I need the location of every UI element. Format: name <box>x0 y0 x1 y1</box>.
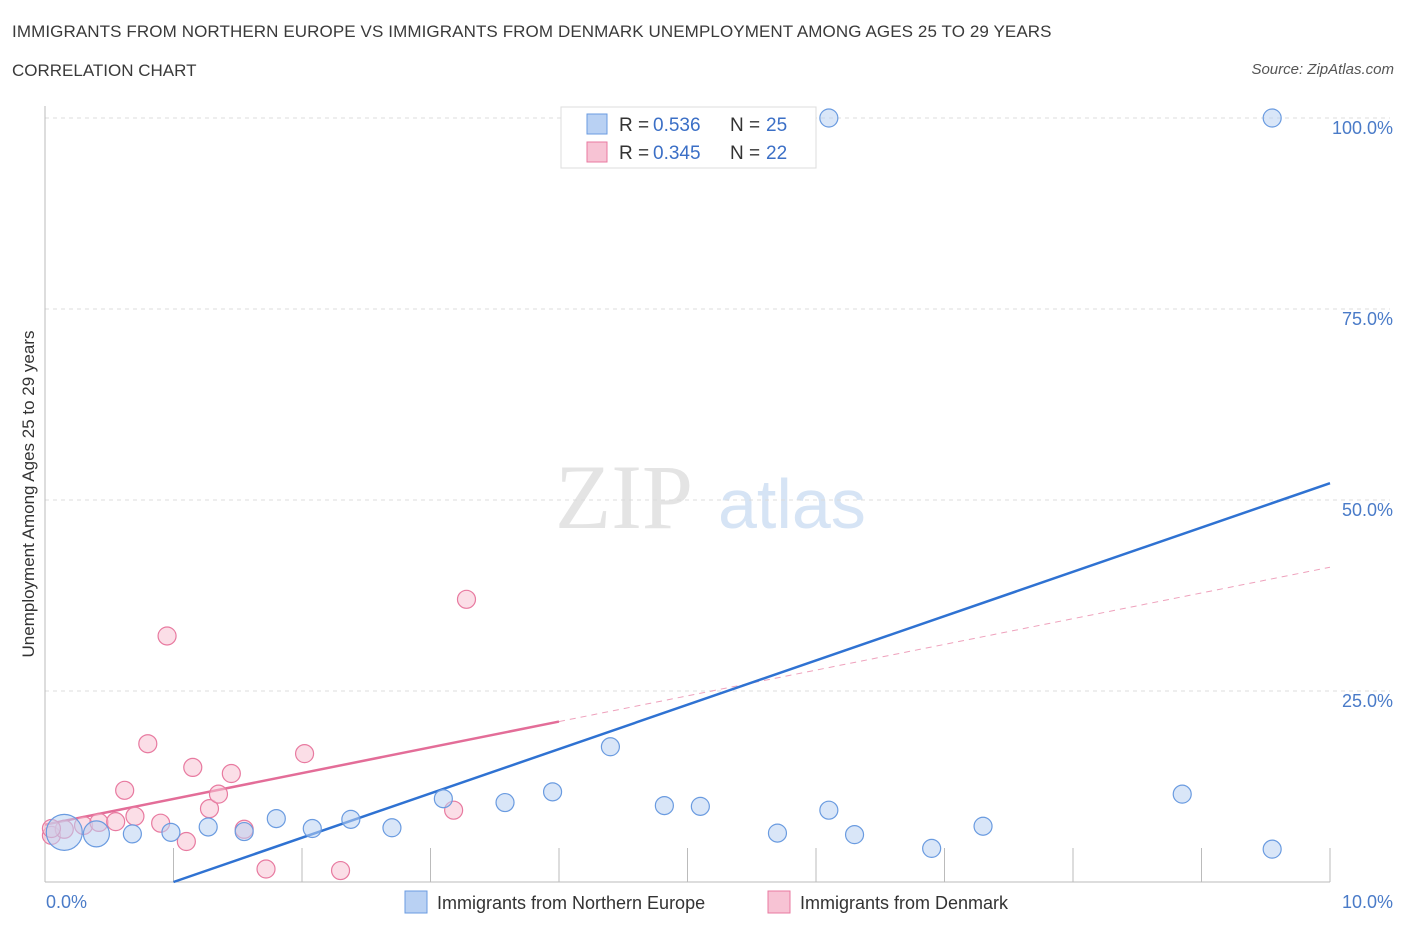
denmark-point <box>106 812 126 832</box>
trendlines <box>44 482 1331 884</box>
y-tick-label: 100.0% <box>1332 118 1393 138</box>
y-tick-label: 25.0% <box>1342 691 1393 711</box>
watermark-atlas: atlas <box>718 465 866 543</box>
bottom-legend-swatch-denmark <box>767 890 791 914</box>
northern-europe-point <box>495 792 515 813</box>
northern-europe-point <box>654 795 674 816</box>
source-credit: Source: ZipAtlas.com <box>1251 61 1394 78</box>
chart-title: IMMIGRANTS FROM NORTHERN EUROPE VS IMMIG… <box>12 22 1052 41</box>
northern-europe-point <box>1172 784 1192 804</box>
northern-europe-point <box>973 816 993 836</box>
northern-europe-point <box>600 737 621 757</box>
legend-n-value-1: 25 <box>766 115 787 136</box>
y-axis-label: Unemployment Among Ages 25 to 29 years <box>19 331 38 658</box>
data-points <box>41 108 1282 881</box>
watermark-zip: ZIP <box>555 446 693 548</box>
grid-lines <box>45 117 1390 692</box>
denmark-trendline-extension <box>558 566 1331 723</box>
northern-europe-point <box>819 800 839 820</box>
legend-r-label-1: R = <box>619 115 649 136</box>
denmark-point <box>176 831 196 852</box>
denmark-point <box>256 859 276 879</box>
denmark-point <box>208 784 229 804</box>
northern-europe-point <box>844 825 865 845</box>
denmark-point <box>221 763 241 784</box>
bottom-legend-label-denmark: Immigrants from Denmark <box>800 893 1009 913</box>
northern-europe-point <box>302 818 322 839</box>
legend-n-label-2: N = <box>730 143 760 164</box>
series-legend: Immigrants from Northern Europe Immigran… <box>404 890 1009 914</box>
legend-n-label-1: N = <box>730 115 760 136</box>
legend-swatch-northern-europe <box>586 113 608 135</box>
tick-labels: 25.0% 50.0% 75.0% 100.0% 0.0% 10.0% <box>46 118 1393 912</box>
northern-europe-point <box>382 818 402 838</box>
x-tick-label-min: 0.0% <box>46 892 87 912</box>
denmark-point <box>330 860 351 881</box>
denmark-point <box>125 806 145 826</box>
bottom-legend-label-northern-europe: Immigrants from Northern Europe <box>437 893 705 913</box>
northern-europe-point <box>690 796 710 816</box>
northern-europe-point <box>1262 839 1282 859</box>
denmark-point <box>115 780 135 800</box>
northern-europe-point <box>198 817 218 837</box>
northern-europe-point <box>433 789 453 809</box>
chart-subtitle: CORRELATION CHART <box>12 61 197 80</box>
denmark-point <box>183 757 203 778</box>
northern-europe-point <box>82 820 111 848</box>
northern-europe-point <box>922 838 942 858</box>
northern-europe-point <box>122 824 142 844</box>
denmark-point <box>294 744 315 764</box>
denmark-point <box>456 589 477 609</box>
northern-europe-point <box>45 813 83 851</box>
legend-r-label-2: R = <box>619 143 649 164</box>
northern-europe-point <box>161 822 181 842</box>
northern-europe-point <box>266 808 286 829</box>
legend-r-value-2: 0.345 <box>653 143 701 164</box>
denmark-trendline <box>44 720 560 826</box>
legend-r-value-1: 0.536 <box>653 115 701 136</box>
legend-swatch-denmark <box>586 141 608 163</box>
denmark-point <box>138 734 158 754</box>
northern-europe-point <box>341 809 361 829</box>
x-tick-label-max: 10.0% <box>1342 892 1393 912</box>
denmark-point <box>157 626 177 646</box>
northern-europe-point <box>819 108 839 128</box>
axes <box>44 106 1331 883</box>
y-tick-label: 50.0% <box>1342 500 1393 520</box>
northern-europe-trendline <box>173 482 1331 884</box>
northern-europe-point <box>1262 108 1282 128</box>
bottom-legend-swatch-northern-europe <box>404 890 428 914</box>
legend-n-value-2: 22 <box>766 143 787 164</box>
correlation-legend: R = 0.536 N = 25 R = 0.345 N = 22 <box>560 106 817 169</box>
y-tick-label: 75.0% <box>1342 309 1393 329</box>
northern-europe-point <box>767 823 788 843</box>
northern-europe-point <box>542 782 563 802</box>
northern-europe-point <box>234 821 254 842</box>
